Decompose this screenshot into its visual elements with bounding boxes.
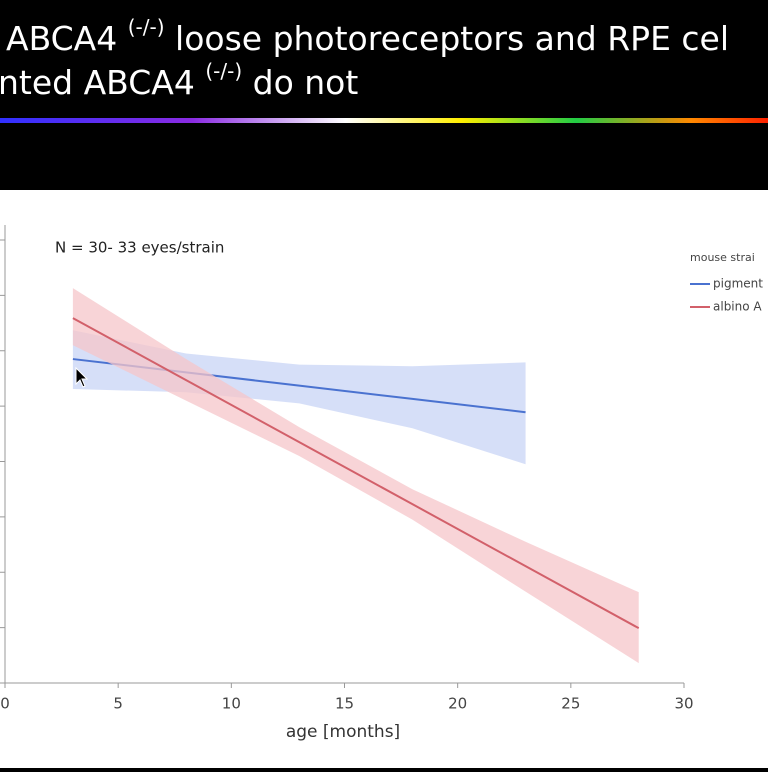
- chart: 0 5 10 15 20 25 30 age [months] N = 30- 33 eyes/…: [0, 225, 763, 742]
- header-bg: [0, 0, 768, 190]
- x-tick-label: 5: [113, 695, 123, 713]
- cursor: [75, 366, 89, 388]
- annotation: N = 30- 33 eyes/strain: [55, 239, 224, 257]
- x-tick-label: 25: [561, 695, 580, 713]
- rainbow-rule: [0, 118, 768, 123]
- x-tick-label: 30: [674, 695, 693, 713]
- legend-label: albino A: [713, 300, 762, 314]
- title-line2: nted ABCA4 (-/-) do not: [0, 51, 358, 102]
- x-tick-label: 20: [448, 695, 467, 713]
- x-tick-label: 10: [222, 695, 241, 713]
- title-line1: ABCA4 (-/-) loose photoreceptors and RPE…: [6, 7, 729, 58]
- x-tick-label: 0: [0, 695, 10, 713]
- x-axis-label: age [months]: [286, 722, 400, 742]
- series-line: [72, 317, 640, 630]
- x-tick-label: 15: [335, 695, 354, 713]
- confidence-band: [72, 288, 639, 664]
- legend-title: mouse strai: [690, 251, 755, 264]
- legend-label: pigment: [713, 277, 763, 291]
